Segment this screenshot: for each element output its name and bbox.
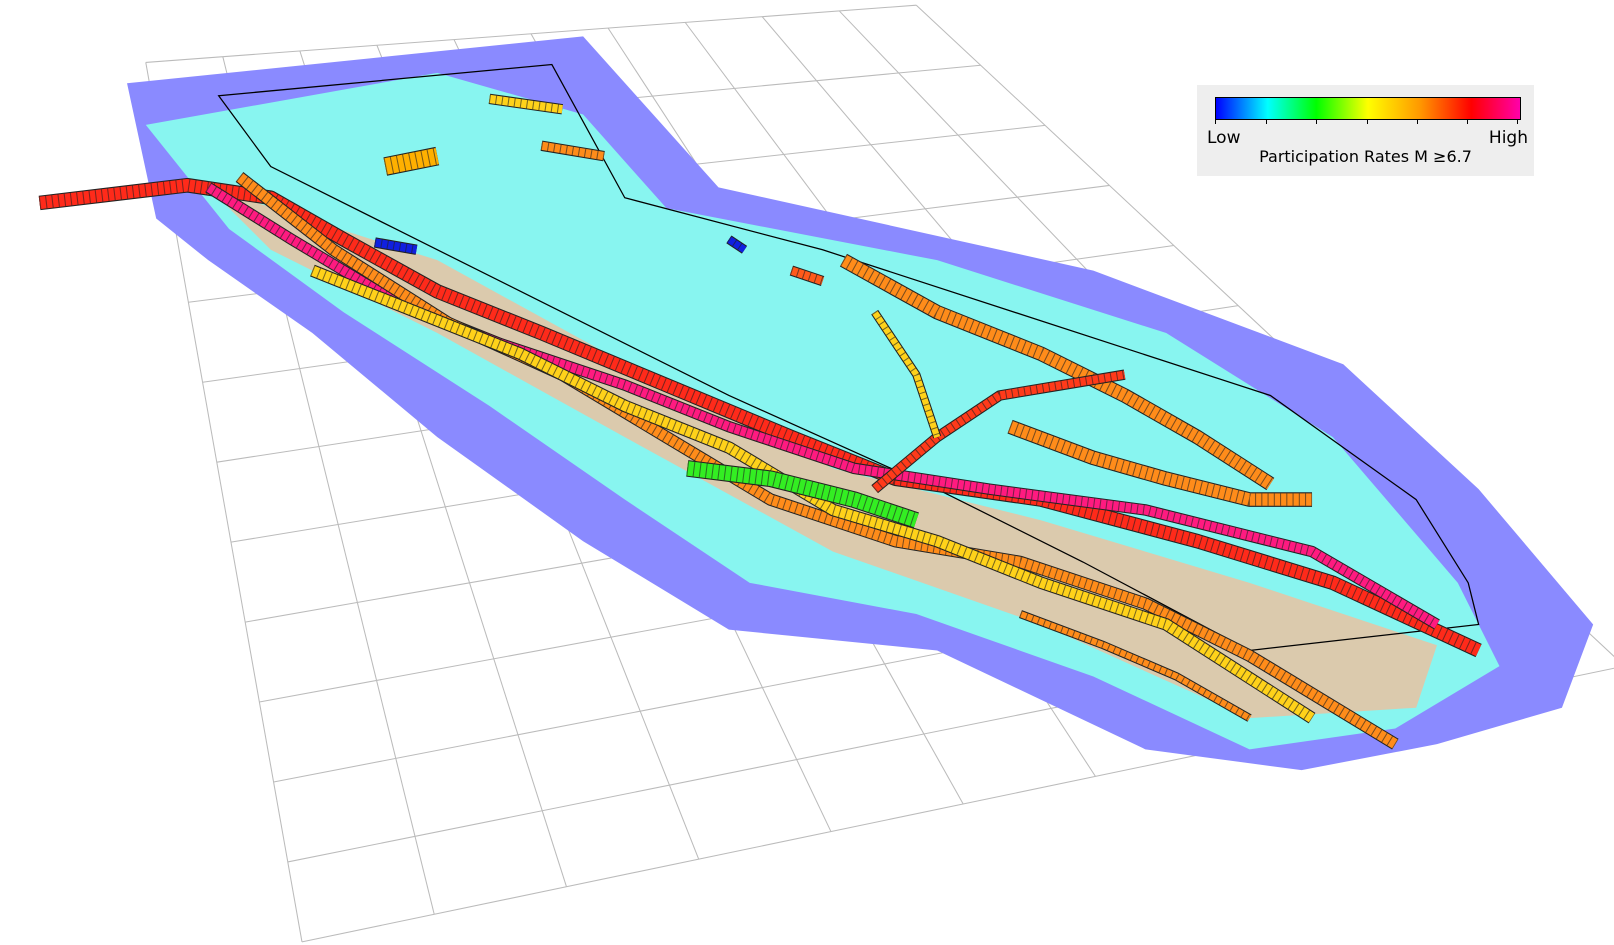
colorbar-tick	[1215, 119, 1216, 124]
fault-section	[488, 94, 563, 114]
fault-section	[840, 254, 1274, 490]
fault-section	[686, 461, 919, 528]
colorbar-tick	[1266, 119, 1267, 124]
state-outline	[217, 63, 1480, 652]
fault-sections	[38, 93, 1482, 750]
fault-section	[790, 266, 824, 285]
colorbar-tick	[1367, 119, 1368, 124]
fault-section	[236, 172, 1399, 749]
colorbar-title: Participation Rates M ≥6.7	[1259, 147, 1472, 166]
fault-section	[1007, 420, 1313, 506]
colorbar-tick	[1316, 119, 1317, 124]
fault-section-hatching	[540, 141, 605, 161]
colorbar-high-label: High	[1488, 128, 1528, 148]
colorbar-low-label: Low	[1207, 128, 1241, 148]
fault-section-hatching	[205, 183, 1440, 629]
fault-section-hatching	[872, 310, 941, 439]
fault-section	[726, 236, 747, 253]
colorbar-tick	[1417, 119, 1418, 124]
colorbar-tick	[1517, 119, 1518, 124]
colorbar	[1215, 97, 1521, 120]
colorbar-legend: Low High Participation Rates M ≥6.7	[1197, 85, 1534, 176]
fault-section-hatching	[1019, 611, 1252, 721]
fault-section-hatching	[374, 238, 418, 254]
fault-section-hatching	[383, 147, 439, 175]
grid-line	[145, 4, 917, 63]
colorbar-tick	[1467, 119, 1468, 124]
fault-section-hatching	[872, 370, 1126, 493]
